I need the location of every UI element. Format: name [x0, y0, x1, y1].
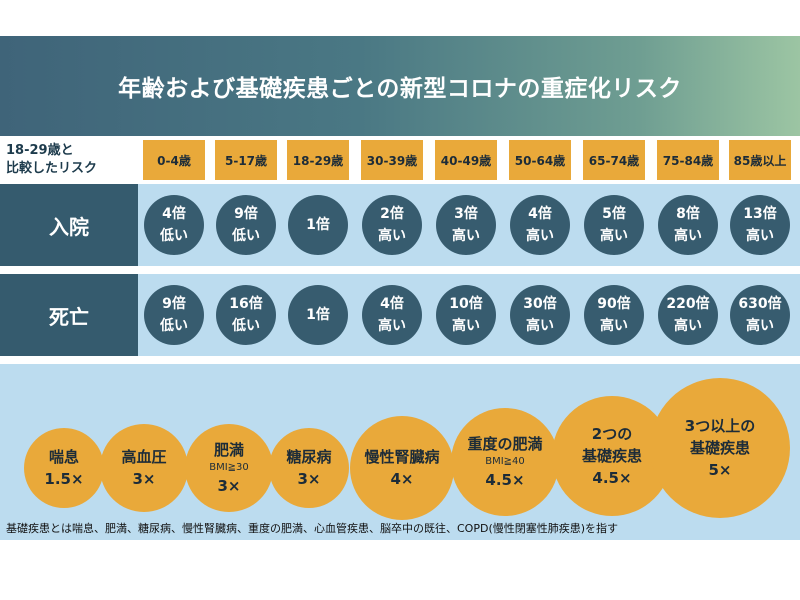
condition-risk-value: 4.5× — [485, 471, 525, 489]
hospitalization-risk-bubble: 9倍低い — [216, 195, 276, 255]
conditions-section: 喘息 1.5× 高血圧 3× 肥満 BMI≧30 3× 糖尿病 3× 慢性腎臓病 4× 重度の肥満 BM… — [0, 364, 800, 540]
condition-name: 2つの 基礎疾患 — [581, 425, 642, 465]
condition-bubble: 肥満 BMI≧30 3× — [185, 424, 273, 512]
hospitalization-risk-bubble: 13倍高い — [730, 195, 790, 255]
death-risk-bubble: 16倍低い — [216, 285, 276, 345]
infographic: 年齢および基礎疾患ごとの新型コロナの重症化リスク 18-29歳と 比較したリスク… — [0, 36, 800, 540]
age-header-cell: 0-4歳 — [143, 140, 205, 180]
hospitalization-risk-bubble: 8倍高い — [658, 195, 718, 255]
risk-multiplier: 1倍 — [306, 217, 330, 233]
age-header-cell: 50-64歳 — [509, 140, 571, 180]
risk-multiplier: 90倍 — [597, 296, 631, 312]
risk-direction: 高い — [452, 228, 480, 244]
condition-bmi-note: BMI≧40 — [485, 456, 525, 467]
age-header-row: 18-29歳と 比較したリスク 0-4歳 5-17歳 18-29歳 30-39歳 40-… — [0, 136, 800, 184]
hospitalization-risk-bubble: 2倍高い — [362, 195, 422, 255]
risk-direction: 高い — [600, 228, 628, 244]
risk-direction: 低い — [160, 228, 188, 244]
condition-risk-value: 3× — [297, 470, 321, 488]
condition-name: 高血圧 — [121, 448, 167, 466]
risk-multiplier: 4倍 — [162, 206, 186, 222]
risk-direction: 高い — [378, 318, 406, 334]
risk-direction: 低い — [160, 318, 188, 334]
risk-multiplier: 630倍 — [738, 296, 782, 312]
risk-direction: 高い — [452, 318, 480, 334]
death-label: 死亡 — [0, 274, 138, 356]
death-risk-bubble: 30倍高い — [510, 285, 570, 345]
death-risk-bubble: 220倍高い — [658, 285, 718, 345]
condition-name: 喘息 — [48, 448, 79, 466]
age-header-cell: 75-84歳 — [657, 140, 719, 180]
risk-multiplier: 10倍 — [449, 296, 483, 312]
hospitalization-risk-bubble: 3倍高い — [436, 195, 496, 255]
death-risk-bubble: 1倍 — [288, 285, 348, 345]
risk-multiplier: 9倍 — [162, 296, 186, 312]
condition-risk-value: 3× — [217, 477, 241, 495]
risk-direction: 高い — [600, 318, 628, 334]
age-header-cell: 30-39歳 — [361, 140, 423, 180]
death-row: 死亡 9倍 低い 16倍 低い 1倍 4倍 高い 10倍 高い 30倍 高い 90倍 高い 220倍 高い 6… — [0, 274, 800, 356]
death-risk-bubble: 90倍高い — [584, 285, 644, 345]
death-risk-bubble: 9倍低い — [144, 285, 204, 345]
age-header-cell: 85歳以上 — [729, 140, 791, 180]
hospitalization-risk-bubble: 4倍低い — [144, 195, 204, 255]
risk-direction: 高い — [674, 318, 702, 334]
condition-bmi-note: BMI≧30 — [209, 462, 249, 473]
condition-risk-value: 4× — [390, 470, 414, 488]
condition-risk-value: 4.5× — [592, 469, 632, 487]
condition-name: 肥満 — [213, 441, 244, 459]
page-title: 年齢および基礎疾患ごとの新型コロナの重症化リスク — [118, 76, 682, 102]
risk-multiplier: 8倍 — [676, 206, 700, 222]
risk-direction: 高い — [526, 228, 554, 244]
age-header-cell: 5-17歳 — [215, 140, 277, 180]
risk-direction: 低い — [232, 318, 260, 334]
risk-direction: 高い — [746, 228, 774, 244]
risk-direction: 高い — [746, 318, 774, 334]
hospitalization-label: 入院 — [0, 184, 138, 266]
risk-multiplier: 1倍 — [306, 307, 330, 323]
risk-direction: 低い — [232, 228, 260, 244]
condition-risk-value: 1.5× — [44, 470, 84, 488]
comparison-label-line1: 18-29歳と — [6, 143, 74, 158]
comparison-label: 18-29歳と 比較したリスク — [0, 136, 138, 184]
risk-multiplier: 16倍 — [229, 296, 263, 312]
condition-name: 糖尿病 — [286, 448, 332, 466]
risk-multiplier: 4倍 — [380, 296, 404, 312]
age-header-cell: 40-49歳 — [435, 140, 497, 180]
condition-risk-value: 5× — [708, 461, 732, 479]
condition-name: 慢性腎臓病 — [364, 448, 440, 466]
risk-direction: 高い — [378, 228, 406, 244]
condition-name: 重度の肥満 — [467, 435, 543, 453]
death-risk-bubble: 630倍高い — [730, 285, 790, 345]
condition-bubble: 重度の肥満 BMI≧40 4.5× — [451, 408, 559, 516]
risk-direction: 高い — [526, 318, 554, 334]
risk-multiplier: 3倍 — [454, 206, 478, 222]
condition-name: 3つ以上の 基礎疾患 — [684, 417, 756, 457]
risk-direction: 高い — [674, 228, 702, 244]
death-risk-bubble: 4倍高い — [362, 285, 422, 345]
risk-multiplier: 30倍 — [523, 296, 557, 312]
risk-multiplier: 13倍 — [743, 206, 777, 222]
condition-risk-value: 3× — [132, 470, 156, 488]
condition-bubble: 3つ以上の 基礎疾患 5× — [650, 378, 790, 518]
hospitalization-row: 入院 4倍 低い 9倍 低い 1倍 2倍 高い 3倍 高い 4倍 高い 5倍 高い 8倍 高い 13倍 高い — [0, 184, 800, 266]
condition-bubble: 糖尿病 3× — [269, 428, 349, 508]
age-header-cell: 65-74歳 — [583, 140, 645, 180]
death-risk-bubble: 10倍高い — [436, 285, 496, 345]
hospitalization-risk-bubble: 5倍高い — [584, 195, 644, 255]
hospitalization-risk-bubble: 1倍 — [288, 195, 348, 255]
title-banner: 年齢および基礎疾患ごとの新型コロナの重症化リスク — [0, 36, 800, 136]
age-header-cell: 18-29歳 — [287, 140, 349, 180]
risk-multiplier: 2倍 — [380, 206, 404, 222]
risk-multiplier: 5倍 — [602, 206, 626, 222]
risk-multiplier: 220倍 — [666, 296, 710, 312]
risk-multiplier: 4倍 — [528, 206, 552, 222]
hospitalization-risk-bubble: 4倍高い — [510, 195, 570, 255]
condition-bubble: 高血圧 3× — [100, 424, 188, 512]
footnote: 基礎疾患とは喘息、肥満、糖尿病、慢性腎臓病、重度の肥満、心血管疾患、脳卒中の既往… — [6, 522, 619, 535]
risk-multiplier: 9倍 — [234, 206, 258, 222]
comparison-label-line2: 比較したリスク — [6, 161, 98, 176]
condition-bubble: 喘息 1.5× — [24, 428, 104, 508]
condition-bubble: 慢性腎臓病 4× — [350, 416, 454, 520]
